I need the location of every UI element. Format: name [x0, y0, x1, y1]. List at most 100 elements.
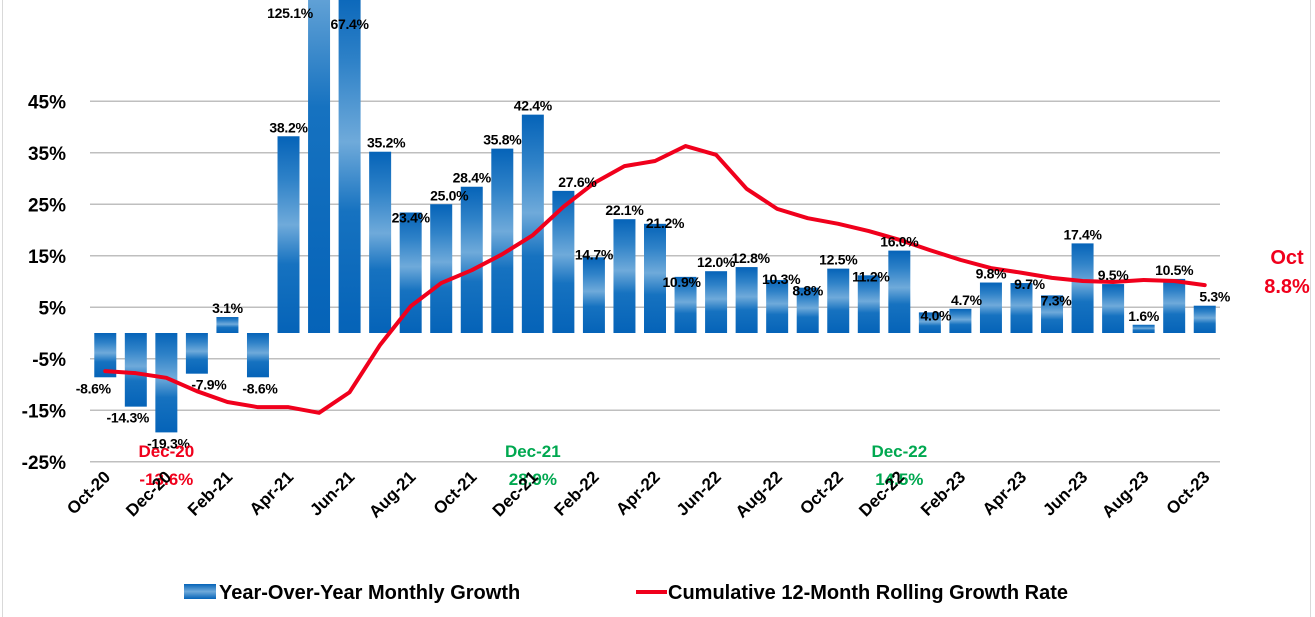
data-label: -7.9%	[191, 377, 227, 393]
bar-aug-23	[1132, 324, 1155, 333]
data-label: -8.6%	[242, 380, 278, 396]
x-tick-label: Aug-23	[1098, 467, 1152, 521]
legend-label-bar: Year-Over-Year Monthly Growth	[219, 582, 520, 604]
bar-apr-23	[1010, 283, 1033, 333]
bar-sep-22	[796, 287, 819, 333]
x-axis-ticks: Oct-20 Dec-20 Feb-21 Apr-21 Jun-21 Aug-21 Oct-…	[63, 467, 1213, 521]
bar-mar-21	[246, 333, 269, 378]
bar-series	[94, 0, 1216, 433]
bar-oct-21	[460, 186, 483, 333]
x-tick-label: Oct-23	[1163, 467, 1214, 518]
bar-jul-23	[1102, 284, 1125, 333]
data-label: 25.0%	[430, 187, 469, 203]
data-label: 28.4%	[453, 170, 492, 186]
bar-nov-22	[857, 275, 880, 333]
annotation-label: Dec-21	[505, 442, 561, 461]
bar-nov-21	[491, 148, 514, 333]
annotation-label: Dec-22	[871, 442, 927, 461]
data-label: 42.4%	[514, 98, 553, 114]
y-tick-label: 45%	[28, 92, 66, 113]
data-labels: -8.6% -14.3% -19.3% -7.9% 3.1% -8.6% 38.2% 125.…	[76, 5, 1232, 451]
data-label: 35.8%	[483, 132, 522, 148]
data-label: 7.3%	[1041, 292, 1073, 308]
bar-apr-22	[644, 223, 666, 333]
bar-may-21	[308, 0, 331, 333]
bar-jun-22	[705, 271, 728, 333]
bar-oct-22	[827, 268, 850, 333]
legend-label-line: Cumulative 12-Month Rolling Growth Rate	[668, 582, 1068, 604]
data-label: 16.0%	[880, 234, 919, 250]
bar-feb-21	[216, 317, 239, 333]
bar-jul-21	[369, 151, 392, 333]
y-tick-label: -5%	[32, 350, 66, 371]
legend-item-bar[interactable]: Year-Over-Year Monthly Growth	[184, 582, 520, 604]
data-label: 14.7%	[575, 246, 614, 262]
line-series	[103, 144, 1207, 415]
y-tick-label: -25%	[22, 453, 66, 474]
data-label: 12.5%	[819, 252, 858, 268]
x-tick-label: Feb-23	[917, 467, 969, 519]
data-label: 12.8%	[732, 250, 771, 266]
data-label: 8.8%	[792, 283, 824, 299]
annotation-oct23: Oct 8.8%	[1264, 247, 1310, 298]
data-label: -19.3%	[147, 435, 190, 451]
y-tick-label: 35%	[28, 144, 66, 165]
bar-nov-20	[124, 333, 147, 407]
x-tick-label: Jun-21	[306, 467, 358, 519]
data-label: 38.2%	[269, 119, 308, 135]
x-tick-label: Feb-22	[551, 467, 603, 519]
data-label: 11.2%	[852, 268, 890, 284]
data-label: 4.0%	[921, 307, 953, 323]
bar-mar-22	[613, 219, 636, 333]
legend-item-line[interactable]: Cumulative 12-Month Rolling Growth Rate	[636, 582, 1068, 604]
x-tick-label: Apr-23	[979, 467, 1031, 519]
y-tick-label: 5%	[39, 298, 67, 319]
annotations: Dec-20 -13.6% Dec-21 28.9% Dec-22 14.5% Oct 8.8…	[138, 247, 1310, 489]
data-label: 67.4%	[330, 16, 369, 32]
annotation-dec21: Dec-21 28.9%	[505, 442, 561, 489]
data-label: 125.1%	[267, 5, 314, 21]
data-label: 4.7%	[951, 292, 983, 308]
x-tick-label: Aug-21	[365, 467, 419, 521]
x-tick-label: Oct-22	[796, 467, 847, 518]
data-label: 10.5%	[1155, 262, 1194, 278]
x-tick-label: Apr-22	[612, 467, 664, 519]
data-label: 35.2%	[367, 135, 406, 151]
bar-sep-21	[430, 204, 453, 333]
bar-jan-21	[185, 333, 208, 374]
data-label: -14.3%	[107, 410, 150, 426]
x-tick-label: Oct-21	[430, 467, 481, 518]
data-label: 10.3%	[762, 271, 801, 287]
legend: Year-Over-Year Monthly Growth Cumulative…	[184, 582, 1068, 604]
x-tick-label: Oct-20	[63, 467, 114, 518]
bar-jan-22	[552, 190, 575, 333]
legend-swatch-bar	[184, 584, 216, 599]
y-tick-label: 25%	[28, 195, 66, 216]
bar-jun-23	[1071, 243, 1094, 333]
bar-sep-23	[1163, 278, 1186, 333]
bar-dec-20	[155, 333, 178, 433]
data-label: 9.7%	[1014, 276, 1046, 292]
annotation-value: 8.8%	[1264, 276, 1310, 298]
y-tick-label: 15%	[28, 247, 66, 268]
bar-dec-21	[521, 114, 544, 333]
bar-feb-23	[949, 308, 972, 333]
annotation-value: 28.9%	[509, 470, 557, 489]
data-label: 10.9%	[662, 274, 701, 290]
bar-oct-23	[1193, 305, 1216, 333]
data-label: 9.5%	[1098, 267, 1130, 283]
bar-feb-22	[582, 257, 605, 333]
bar-jan-23	[918, 312, 941, 333]
data-label: 3.1%	[212, 300, 244, 316]
data-label: 9.8%	[976, 266, 1008, 282]
data-label: 22.1%	[605, 202, 644, 218]
annotation-dec22: Dec-22 14.5%	[871, 442, 927, 489]
y-axis-ticks: 45% 35% 25% 15% 5% -5% -15% -25%	[22, 92, 66, 474]
bar-may-23	[1041, 295, 1064, 333]
x-tick-label: Jun-22	[673, 467, 725, 519]
bar-mar-23	[979, 282, 1002, 333]
bar-dec-22	[888, 250, 911, 333]
data-label: 23.4%	[392, 209, 431, 225]
